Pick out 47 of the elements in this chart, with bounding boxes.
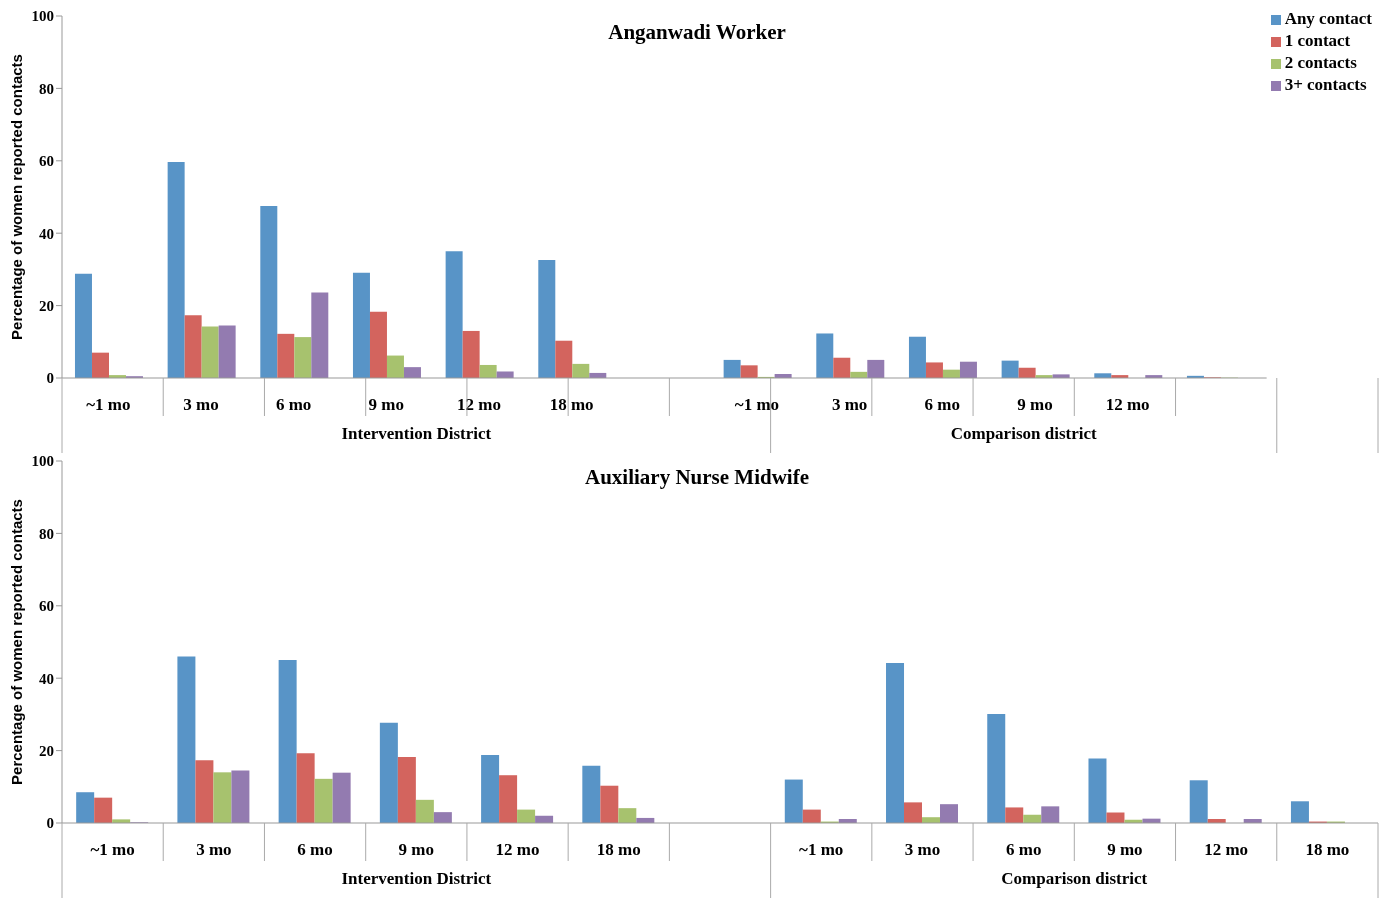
y-tick-label: 100 bbox=[31, 8, 54, 25]
chart-title: Anganwadi Worker bbox=[608, 20, 786, 44]
text: Comparison district bbox=[949, 424, 1098, 444]
text: Intervention District bbox=[340, 869, 493, 889]
legend-label: Any contact bbox=[1284, 9, 1372, 28]
x-tick-label: 9 mo bbox=[398, 840, 435, 860]
x-tick-label: 3 mo bbox=[183, 395, 219, 415]
legend-label: 2 contacts bbox=[1284, 53, 1357, 72]
x-tick-label: ~1 mo bbox=[734, 395, 780, 415]
y-tick-label: 80 bbox=[39, 80, 54, 97]
x-tick-label: 9 mo bbox=[1107, 840, 1143, 860]
x-tick-label: 12 mo bbox=[1105, 395, 1150, 415]
y-tick-label: 20 bbox=[39, 742, 54, 759]
y-tick-label: 20 bbox=[39, 297, 54, 314]
x-tick-label: 9 mo bbox=[1017, 395, 1053, 415]
legend-label: 3+ contacts bbox=[1284, 75, 1367, 94]
x-tick-label: 3 mo bbox=[196, 840, 232, 860]
x-tick-label: 12 mo bbox=[1204, 840, 1249, 860]
x-tick-label: 6 mo bbox=[297, 840, 333, 860]
x-tick-label: ~1 mo bbox=[86, 395, 131, 415]
y-tick-label: 60 bbox=[39, 598, 54, 615]
x-tick-label: 6 mo bbox=[1005, 840, 1042, 860]
x-tick-label: 18 mo bbox=[596, 840, 641, 860]
y-axis-title: Percentage of women reported contacts bbox=[8, 499, 26, 785]
x-tick-label: ~1 mo bbox=[799, 840, 844, 860]
y-tick-label: 0 bbox=[46, 370, 54, 387]
legend-label: 1 contact bbox=[1284, 31, 1351, 50]
x-tick-label: 3 mo bbox=[831, 395, 868, 415]
x-tick-label: 6 mo bbox=[924, 395, 961, 415]
x-tick-label: 12 mo bbox=[457, 395, 501, 415]
x-tick-label: 9 mo bbox=[368, 395, 405, 415]
x-tick-label: 12 mo bbox=[495, 840, 540, 860]
y-tick-label: 0 bbox=[46, 815, 54, 832]
text: Intervention District bbox=[340, 424, 493, 444]
y-tick-label: 40 bbox=[39, 670, 54, 687]
y-tick-label: 60 bbox=[39, 153, 54, 170]
x-tick-label: 18 mo bbox=[1305, 840, 1350, 860]
text: Comparison district bbox=[1000, 869, 1149, 889]
y-tick-label: 80 bbox=[39, 525, 54, 542]
x-tick-label: 6 mo bbox=[275, 395, 312, 415]
x-tick-label: 18 mo bbox=[549, 395, 594, 415]
x-tick-label: 3 mo bbox=[904, 840, 941, 860]
y-axis-title: Percentage of women reported contacts bbox=[8, 54, 26, 340]
y-tick-label: 100 bbox=[31, 453, 54, 470]
y-tick-label: 40 bbox=[39, 225, 54, 242]
chart-title: Auxiliary Nurse Midwife bbox=[585, 465, 809, 489]
x-tick-label: ~1 mo bbox=[90, 840, 135, 860]
